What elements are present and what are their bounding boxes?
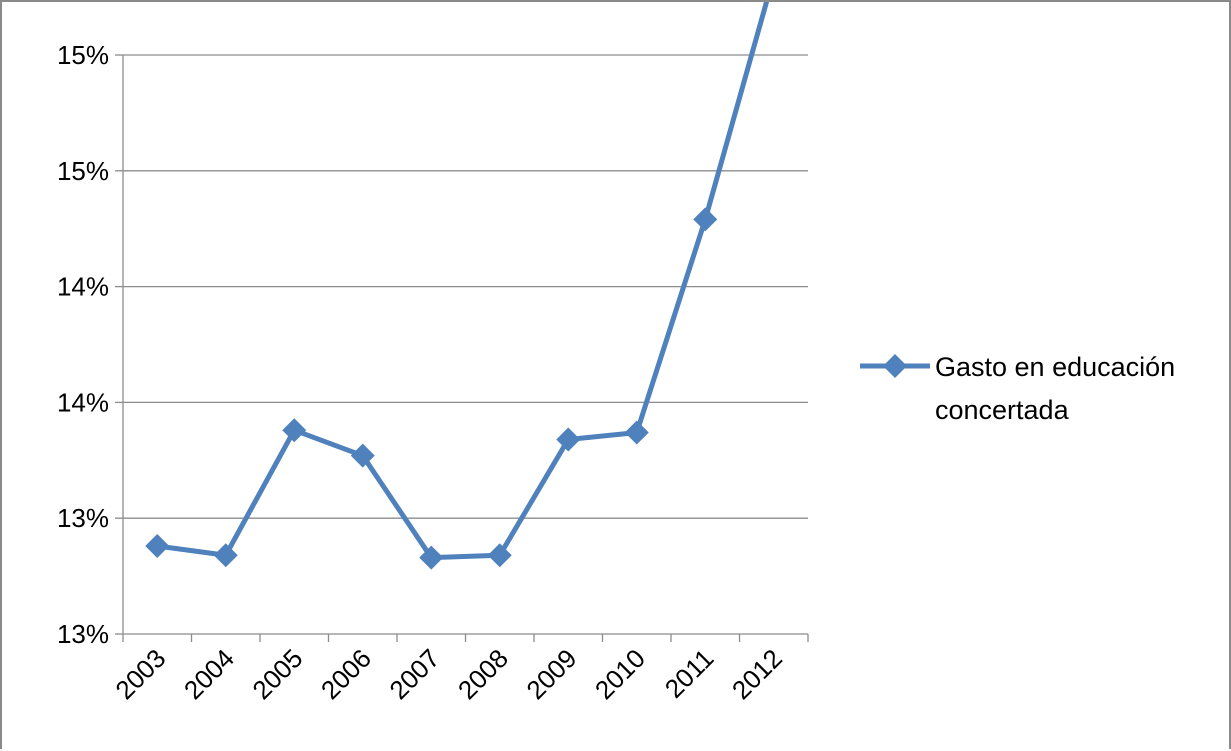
x-tick-label: 2011 [659,643,720,704]
y-tick-label: 15% [57,40,109,70]
y-tick-label: 13% [57,619,109,649]
legend-label: Gasto en educación [935,352,1175,382]
legend-label: concertada [935,395,1070,425]
x-tick-label: 2009 [520,643,582,705]
x-tick-label: 2004 [178,643,240,705]
x-tick-label: 2006 [315,643,377,705]
x-tick-label: 2003 [109,643,171,705]
y-tick-label: 13% [57,503,109,533]
x-tick-label: 2012 [726,643,788,705]
x-tick-label: 2008 [452,643,514,705]
legend-marker [883,354,907,378]
y-tick-label: 15% [57,156,109,186]
data-point-marker [556,427,581,452]
data-point-marker [693,207,718,232]
x-tick-label: 2010 [589,643,651,705]
data-point-marker [350,443,375,468]
data-point-marker [419,545,444,570]
x-tick-label: 2007 [383,643,445,705]
series-line [156,2,770,561]
x-tick-label: 2005 [246,643,308,705]
data-point-marker [213,543,238,568]
data-point-marker [145,533,170,558]
data-point-marker [282,418,307,443]
y-tick-label: 14% [57,272,109,302]
data-point-marker [487,543,512,568]
y-tick-label: 14% [57,387,109,417]
data-point-marker [624,420,649,445]
